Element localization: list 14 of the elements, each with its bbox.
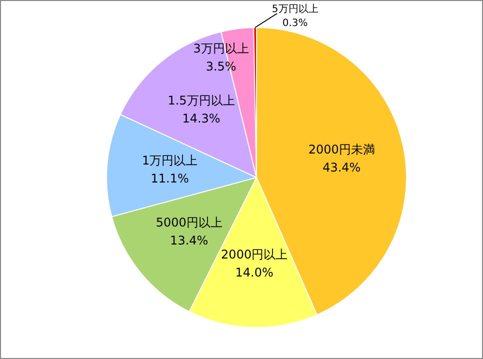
slice-label: 1万円以上 — [142, 153, 198, 168]
data-label: 14.0% — [235, 266, 274, 280]
slice-label: 1.5万円以上 — [168, 93, 235, 108]
data-label: 3.5% — [206, 60, 236, 74]
data-label: 43.4% — [322, 160, 361, 175]
slice-label: 5万円以上 — [272, 3, 318, 16]
slice-label: 3万円以上 — [193, 42, 249, 56]
data-label: 11.1% — [150, 171, 189, 186]
slice-label: 5000円以上 — [156, 216, 222, 230]
data-label: 0.3% — [282, 18, 308, 30]
data-label: 14.3% — [182, 111, 220, 126]
data-label: 13.4% — [170, 234, 208, 248]
slice-label: 2000円以上 — [221, 248, 288, 262]
slice-label: 2000円未満 — [308, 142, 375, 157]
